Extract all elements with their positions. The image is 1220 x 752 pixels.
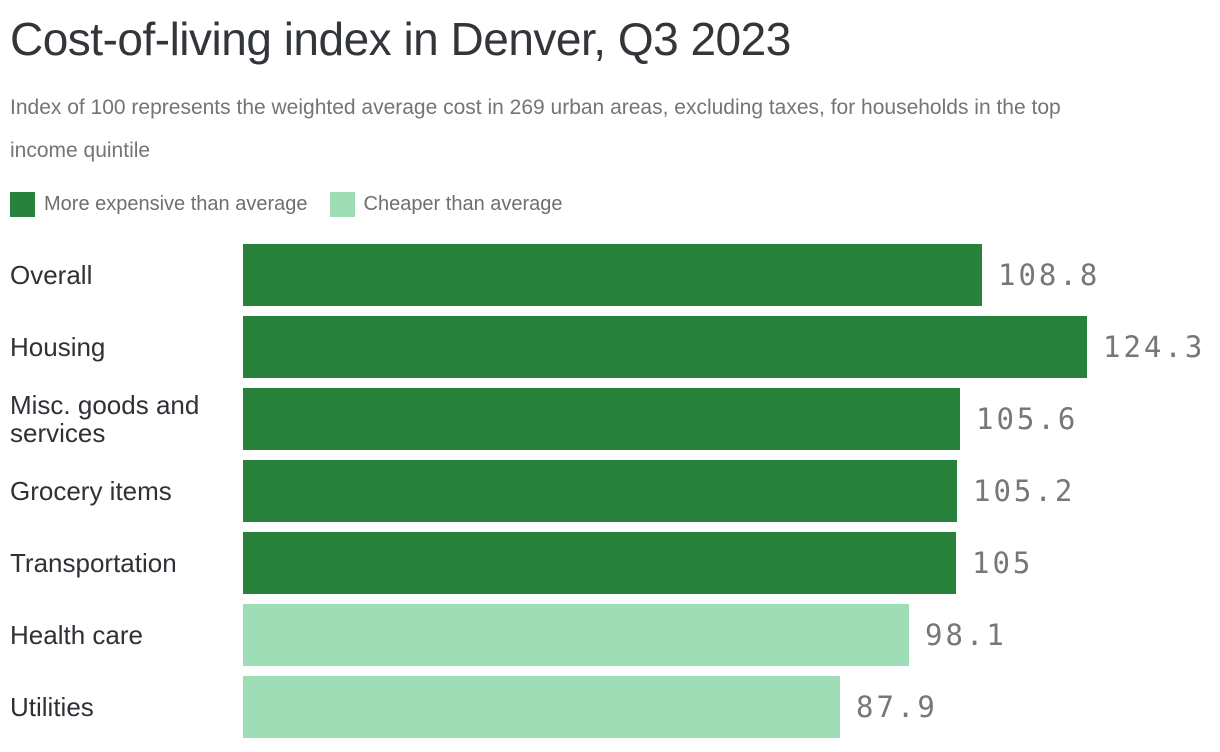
bar-track: 98.1: [243, 604, 1220, 666]
category-label: Overall: [10, 260, 93, 290]
legend-item-label: Cheaper than average: [363, 193, 563, 215]
bar-track: 105.6: [243, 388, 1220, 450]
bar-track: 87.9: [243, 676, 1220, 738]
bar-track: 105.2: [243, 460, 1220, 522]
value-label: 124.3: [1103, 330, 1206, 364]
value-label: 87.9: [856, 690, 938, 724]
legend: More expensive than average Cheaper than…: [10, 192, 1220, 217]
bar: [243, 532, 956, 594]
category-label: Grocery items: [10, 476, 172, 506]
bar: [243, 388, 960, 450]
category-label: Misc. goods and services: [10, 390, 200, 448]
chart-subtitle: Index of 100 represents the weighted ave…: [10, 96, 1061, 162]
bar: [243, 316, 1087, 378]
bar-row: Health care 98.1: [10, 604, 1220, 666]
value-label: 98.1: [925, 618, 1007, 652]
value-label: 105.6: [976, 402, 1079, 436]
bar: [243, 676, 840, 738]
bar-row: Overall 108.8: [10, 244, 1220, 306]
value-label: 105.2: [973, 474, 1076, 508]
category-label: Health care: [10, 620, 143, 650]
legend-swatch: [10, 192, 35, 217]
bar-row: Utilities 87.9: [10, 676, 1220, 738]
bar: [243, 460, 957, 522]
bar-row: Misc. goods and services 105.6: [10, 388, 1220, 450]
legend-swatch: [329, 192, 355, 217]
bar-chart: Overall 108.8 Housing 124.3 Misc. goods …: [10, 244, 1220, 738]
bar-track: 105: [243, 532, 1220, 594]
bar: [243, 244, 982, 306]
bar-row: Housing 124.3: [10, 316, 1220, 378]
bar: [243, 604, 909, 666]
value-label: 105: [972, 546, 1034, 580]
bar-track: 108.8: [243, 244, 1220, 306]
chart-title: Cost-of-living index in Denver, Q3 2023: [10, 13, 791, 65]
category-label: Utilities: [10, 692, 94, 722]
value-label: 108.8: [998, 258, 1101, 292]
legend-item: Cheaper than average: [329, 192, 563, 217]
category-label: Transportation: [10, 548, 177, 578]
category-label: Housing: [10, 332, 106, 362]
legend-item: More expensive than average: [10, 192, 308, 217]
legend-item-label: More expensive than average: [44, 193, 308, 215]
bar-track: 124.3: [243, 316, 1220, 378]
bar-row: Grocery items 105.2: [10, 460, 1220, 522]
bar-row: Transportation 105: [10, 532, 1220, 594]
